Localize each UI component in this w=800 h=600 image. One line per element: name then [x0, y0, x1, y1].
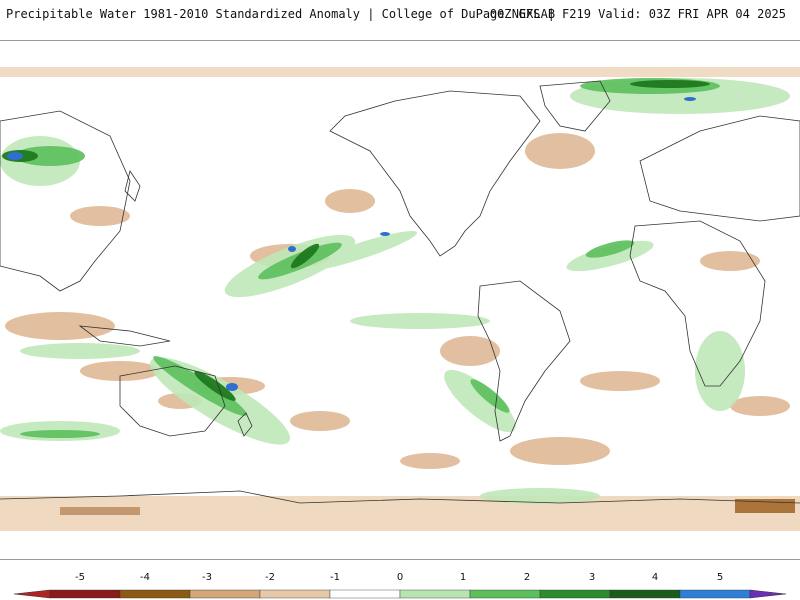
positive-anomaly-extreme	[7, 97, 696, 391]
south-america-outline	[477, 280, 571, 442]
legend-tick: 3	[588, 572, 596, 583]
legend-tick: 5	[716, 572, 724, 583]
legend-color-swatch	[469, 589, 541, 599]
legend-tick: 1	[459, 572, 467, 583]
legend-color-swatch	[329, 589, 401, 599]
legend-color-swatch	[49, 589, 121, 599]
legend-color-swatch	[539, 589, 611, 599]
legend-color-bars	[49, 589, 751, 599]
new-zealand-outline	[237, 412, 253, 437]
australia-outline	[119, 365, 226, 437]
greenland-outline	[539, 80, 611, 132]
legend-tick: -3	[202, 572, 212, 583]
legend-colorbar	[13, 589, 787, 599]
legend-tick: 4	[651, 572, 659, 583]
africa-outline	[629, 220, 766, 387]
positive-anomaly-light	[0, 78, 790, 504]
antarctic-band-dark	[60, 507, 140, 515]
legend-tick: 0	[396, 572, 404, 583]
negative-anomaly-regions	[5, 133, 790, 469]
legend-tick-labels: -5 -4 -3 -2 -1 0 1 2 3 4 5	[0, 570, 800, 584]
legend-arrow-right	[749, 589, 787, 599]
map-title: Precipitable Water 1981-2010 Standardize…	[6, 7, 556, 21]
legend-tick: -4	[140, 572, 150, 583]
color-legend: -5 -4 -3 -2 -1 0 1 2 3 4 5	[0, 570, 800, 600]
asia-west-outline	[0, 110, 131, 292]
legend-tick: -2	[265, 572, 275, 583]
legend-color-swatch	[259, 589, 331, 599]
legend-arrow-left	[13, 589, 51, 599]
legend-color-swatch	[609, 589, 681, 599]
coastlines	[0, 80, 800, 504]
arctic-band	[0, 67, 800, 77]
antarctica-outline	[0, 490, 800, 504]
legend-tick: -1	[330, 572, 340, 583]
north-america-outline	[329, 90, 541, 257]
anomaly-map	[0, 40, 800, 560]
legend-color-swatch	[189, 589, 261, 599]
legend-color-swatch	[399, 589, 471, 599]
model-run-info: 00Z GFS | F219 Valid: 03Z FRI APR 04 202…	[489, 7, 786, 21]
map-header: Precipitable Water 1981-2010 Standardize…	[0, 0, 800, 32]
map-canvas	[0, 67, 800, 531]
legend-tick: -5	[75, 572, 85, 583]
legend-color-swatch	[679, 589, 751, 599]
indonesia-outline	[78, 325, 171, 347]
legend-tick: 2	[523, 572, 531, 583]
legend-color-swatch	[119, 589, 191, 599]
europe-asia-outline	[639, 115, 800, 222]
japan-outline	[124, 170, 141, 202]
